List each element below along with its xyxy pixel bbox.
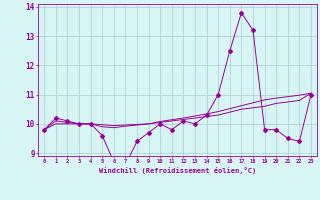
X-axis label: Windchill (Refroidissement éolien,°C): Windchill (Refroidissement éolien,°C) bbox=[99, 167, 256, 174]
